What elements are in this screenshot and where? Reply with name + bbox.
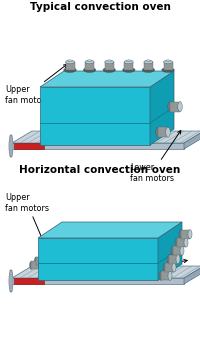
Bar bbox=[105, 62, 114, 70]
Ellipse shape bbox=[66, 60, 74, 64]
Ellipse shape bbox=[171, 246, 175, 256]
Ellipse shape bbox=[9, 136, 13, 155]
Ellipse shape bbox=[9, 135, 13, 157]
Polygon shape bbox=[40, 87, 150, 145]
Ellipse shape bbox=[156, 127, 160, 137]
Polygon shape bbox=[10, 135, 12, 157]
Bar bbox=[85, 62, 94, 70]
Ellipse shape bbox=[175, 238, 179, 247]
Bar bbox=[181, 230, 190, 239]
Text: Upper
fan motors: Upper fan motors bbox=[5, 64, 67, 105]
Ellipse shape bbox=[9, 272, 13, 290]
Ellipse shape bbox=[167, 255, 171, 264]
Ellipse shape bbox=[166, 127, 170, 137]
Ellipse shape bbox=[178, 102, 182, 112]
Ellipse shape bbox=[43, 257, 47, 265]
Ellipse shape bbox=[53, 248, 57, 256]
Polygon shape bbox=[150, 71, 174, 145]
Ellipse shape bbox=[144, 60, 153, 64]
Text: Horizontal convection oven: Horizontal convection oven bbox=[19, 165, 181, 175]
Ellipse shape bbox=[163, 263, 167, 272]
Ellipse shape bbox=[39, 261, 42, 269]
Ellipse shape bbox=[164, 60, 172, 64]
Ellipse shape bbox=[39, 253, 43, 261]
Ellipse shape bbox=[168, 271, 172, 280]
Text: Upper
fan motors: Upper fan motors bbox=[5, 193, 49, 242]
Ellipse shape bbox=[166, 60, 170, 62]
Ellipse shape bbox=[159, 271, 163, 280]
Text: Lower
fan motors: Lower fan motors bbox=[125, 258, 187, 278]
Ellipse shape bbox=[146, 60, 151, 62]
Polygon shape bbox=[14, 143, 44, 149]
Bar bbox=[66, 62, 74, 70]
Polygon shape bbox=[40, 71, 174, 87]
Polygon shape bbox=[12, 131, 200, 143]
Ellipse shape bbox=[103, 68, 116, 72]
Ellipse shape bbox=[87, 60, 92, 62]
Polygon shape bbox=[184, 266, 200, 284]
Ellipse shape bbox=[30, 261, 33, 269]
Polygon shape bbox=[38, 222, 182, 238]
Ellipse shape bbox=[176, 255, 180, 264]
Bar bbox=[144, 62, 153, 70]
Bar bbox=[158, 127, 168, 137]
Polygon shape bbox=[12, 143, 184, 149]
Ellipse shape bbox=[64, 68, 76, 72]
Polygon shape bbox=[38, 238, 158, 280]
Ellipse shape bbox=[34, 257, 38, 265]
Ellipse shape bbox=[184, 238, 188, 247]
Polygon shape bbox=[158, 222, 182, 280]
Ellipse shape bbox=[126, 60, 131, 62]
Bar bbox=[170, 102, 180, 112]
Ellipse shape bbox=[85, 60, 94, 64]
Bar bbox=[31, 261, 40, 269]
Ellipse shape bbox=[168, 102, 172, 112]
Bar bbox=[165, 263, 174, 272]
Ellipse shape bbox=[107, 60, 112, 62]
Bar bbox=[51, 244, 60, 252]
Polygon shape bbox=[10, 270, 12, 292]
Ellipse shape bbox=[48, 253, 52, 261]
Ellipse shape bbox=[180, 246, 184, 256]
Ellipse shape bbox=[172, 263, 176, 272]
Ellipse shape bbox=[162, 68, 174, 72]
Ellipse shape bbox=[188, 230, 192, 239]
Ellipse shape bbox=[58, 244, 61, 252]
Polygon shape bbox=[12, 278, 184, 284]
Ellipse shape bbox=[49, 244, 52, 252]
Bar bbox=[36, 257, 45, 265]
Bar bbox=[46, 248, 55, 256]
Bar bbox=[173, 246, 182, 256]
Ellipse shape bbox=[122, 68, 135, 72]
Ellipse shape bbox=[179, 230, 183, 239]
Ellipse shape bbox=[142, 68, 155, 72]
Bar bbox=[124, 62, 133, 70]
Bar bbox=[177, 238, 186, 247]
Polygon shape bbox=[14, 278, 44, 284]
Polygon shape bbox=[184, 131, 200, 149]
Ellipse shape bbox=[44, 248, 48, 256]
Bar bbox=[41, 253, 50, 261]
Bar bbox=[161, 271, 170, 280]
Ellipse shape bbox=[124, 60, 133, 64]
Ellipse shape bbox=[105, 60, 114, 64]
Bar bbox=[164, 62, 172, 70]
Text: Typical convection oven: Typical convection oven bbox=[30, 2, 170, 12]
Text: Lower
fan motors: Lower fan motors bbox=[130, 131, 181, 183]
Ellipse shape bbox=[83, 68, 96, 72]
Bar bbox=[169, 255, 178, 264]
Polygon shape bbox=[12, 266, 200, 278]
Ellipse shape bbox=[9, 270, 13, 292]
Ellipse shape bbox=[68, 60, 72, 62]
